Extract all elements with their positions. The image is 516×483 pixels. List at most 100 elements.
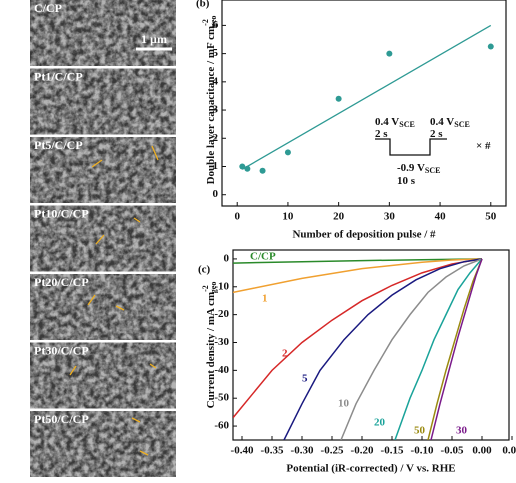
- y-tick-label: 3: [213, 104, 219, 116]
- panel-label: (c): [198, 264, 211, 276]
- annotation: 0.4 VSCE: [375, 116, 415, 129]
- series-label: 5: [302, 373, 308, 385]
- y-tick-label: -60: [214, 420, 229, 432]
- text-part: -0.9 V: [397, 162, 425, 174]
- y-tick-label: -50: [214, 392, 229, 404]
- x-tick-label: 0.05: [502, 445, 516, 457]
- series-label: 1: [262, 293, 268, 305]
- curve: [233, 258, 483, 294]
- text-part: Current density / mA cm: [205, 292, 217, 409]
- y-tick-label: 1: [213, 160, 219, 172]
- plot-frame: [221, 0, 507, 207]
- sem-texture: [30, 342, 176, 409]
- x-tick-label: 10: [282, 211, 294, 223]
- panel-label: Pt30/C/CP: [34, 343, 89, 357]
- panel-label: Pt20/C/CP: [34, 275, 89, 289]
- panel-label: (b): [196, 0, 210, 10]
- text-part: 2 s: [375, 128, 388, 140]
- sem-column: C/CP Pt1/C/CP Pt5/C/CP Pt10/C/CP Pt20/C/CP Pt…: [30, 0, 176, 477]
- arrow: [69, 365, 77, 376]
- point: [487, 43, 494, 50]
- text-part: 2 s: [430, 128, 443, 140]
- x-tick-label: 0: [234, 211, 240, 223]
- plot-frame: [232, 249, 510, 441]
- scale-bar-label: 1 µm: [141, 32, 167, 46]
- chart-b: 0 10 20 30 40 50 0 1 2 3 4 5 6 Number of deposition p…: [196, 0, 507, 241]
- arrow: [115, 305, 125, 311]
- point: [284, 149, 291, 156]
- x-axis-label: Number of deposition pulse / #: [292, 229, 436, 241]
- panel-label: C/CP: [34, 1, 62, 15]
- annotation: 2 s: [430, 128, 443, 140]
- arrow: [131, 417, 141, 423]
- sem-texture: [30, 205, 176, 272]
- text-part: 0.4 V: [375, 116, 399, 128]
- y-tick-label: 5: [213, 47, 219, 59]
- panel-label: Pt50/C/CP: [34, 412, 89, 426]
- arrow: [91, 159, 103, 168]
- series-label: 20: [374, 417, 386, 429]
- arrow: [133, 217, 141, 223]
- sem-texture: [30, 68, 176, 135]
- text-part: Double layer capacitance / mF cm: [205, 26, 217, 185]
- annotation: -0.9 VSCE: [397, 162, 440, 175]
- text-part: SCE: [425, 166, 441, 175]
- y-tick-label: 0: [224, 252, 230, 264]
- point: [335, 95, 342, 102]
- x-tick-label: 30: [384, 211, 396, 223]
- series-label: 50: [414, 425, 426, 437]
- text-part: geo: [209, 16, 218, 28]
- panel-label: Pt1/C/CP: [34, 69, 83, 83]
- arrow: [151, 145, 159, 161]
- text-part: 0.4 V: [430, 116, 454, 128]
- x-tick-label: -0.10: [411, 445, 434, 457]
- point: [386, 50, 393, 57]
- sem-texture: [30, 411, 176, 477]
- x-tick-label: 0.00: [472, 445, 492, 457]
- arrow: [95, 234, 105, 245]
- curve: [430, 258, 483, 440]
- chart-c: -0.40 -0.35 -0.30 -0.25 -0.20 -0.15 -0.10 -0.05…: [198, 249, 516, 475]
- x-tick-label: -0.35: [261, 445, 284, 457]
- curve: [340, 258, 483, 440]
- annotation: 0.4 VSCE: [430, 116, 470, 129]
- y-tick-label: -10: [214, 280, 229, 292]
- curve: [427, 258, 483, 440]
- text-part: 10 s: [397, 175, 416, 187]
- x-tick-label: 50: [485, 211, 497, 223]
- series-label: 2: [282, 348, 288, 360]
- sem-texture: [30, 0, 176, 66]
- y-tick-label: 6: [213, 19, 219, 31]
- y-tick-label: -40: [214, 364, 229, 376]
- text-part: SCE: [454, 120, 470, 129]
- sem-texture: [30, 274, 176, 340]
- point: [244, 165, 251, 172]
- point: [259, 167, 266, 174]
- curve: [283, 258, 483, 440]
- series-label: 30: [456, 425, 468, 437]
- y-tick-label: -30: [214, 336, 229, 348]
- x-tick-label: 40: [435, 211, 447, 223]
- y-tick-label: 4: [213, 75, 219, 87]
- curve: [233, 258, 483, 264]
- panel-label: Pt5/C/CP: [34, 138, 83, 152]
- y-axis-label: Current density / mA cm-2geo: [201, 282, 218, 409]
- pulse-waveform: [375, 138, 447, 156]
- annotation: 2 s: [375, 128, 388, 140]
- x-tick-label: -0.20: [351, 445, 374, 457]
- annotation: 10 s: [397, 175, 416, 187]
- x-tick-label: -0.25: [321, 445, 344, 457]
- point: [239, 163, 246, 170]
- x-tick-label: -0.15: [381, 445, 404, 457]
- y-tick-label: 2: [213, 132, 219, 144]
- x-tick-label: -0.05: [441, 445, 464, 457]
- text-part: -2: [201, 285, 210, 292]
- series-label: C/CP: [250, 251, 276, 263]
- fit-line: [241, 24, 492, 170]
- arrow: [139, 450, 149, 456]
- x-axis-label: Potential (iR-corrected) / V vs. RHE: [286, 463, 455, 475]
- text-part: SCE: [399, 120, 415, 129]
- text-part: -2: [201, 19, 210, 26]
- curve: [233, 258, 483, 419]
- annotation: × #: [476, 140, 491, 152]
